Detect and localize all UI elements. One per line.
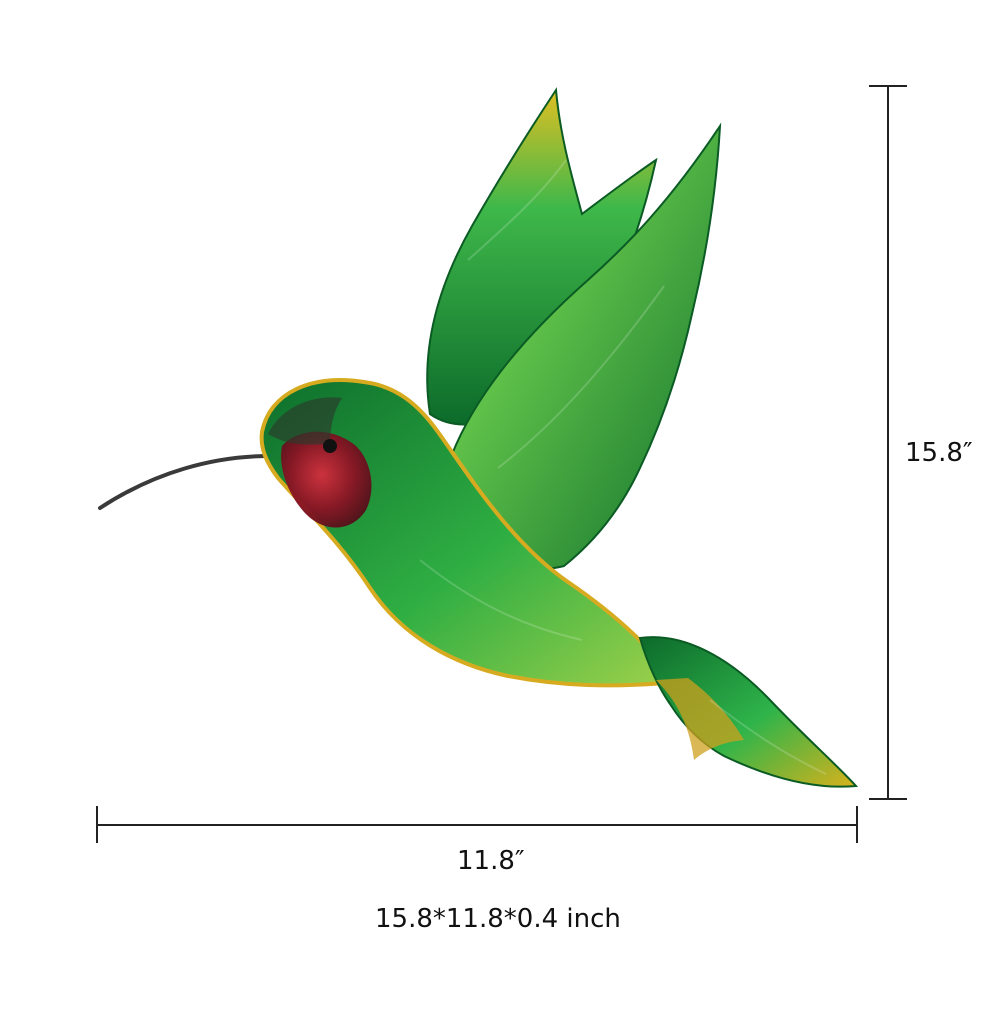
throat-icon	[281, 431, 372, 528]
height-value: 15.8″	[905, 438, 973, 468]
eye-icon	[323, 439, 337, 453]
hummingbird-icon	[98, 87, 859, 788]
tail-icon	[638, 636, 859, 788]
tail-feathers-icon	[656, 678, 744, 760]
full-dimensions: 15.8*11.8*0.4 inch	[375, 904, 621, 934]
width-value: 11.8″	[457, 846, 525, 876]
head-glass-icon	[268, 397, 342, 445]
dimension-lines	[96, 85, 907, 843]
beak-icon	[98, 454, 272, 510]
texture-highlights	[419, 159, 827, 775]
